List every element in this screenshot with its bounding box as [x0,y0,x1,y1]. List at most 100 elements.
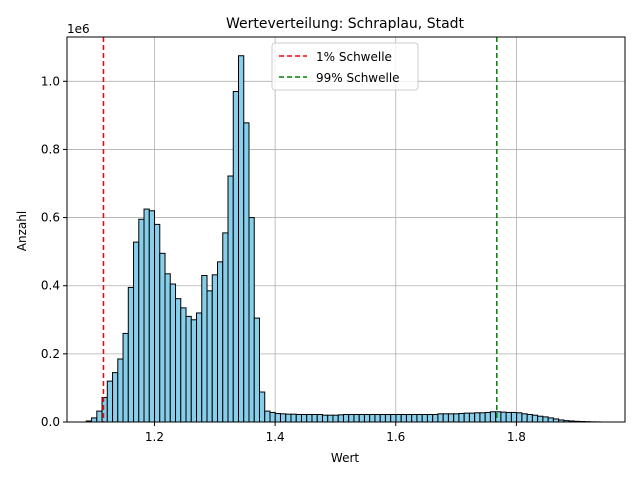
histogram-bar [379,414,386,423]
y-axis-label: Anzahl [15,211,29,251]
histogram-bar [211,274,219,423]
histogram-bar [180,307,187,423]
histogram-bar [185,315,192,423]
histogram-bar [463,412,470,423]
histogram-bar [526,414,533,423]
histogram-bar [238,55,245,423]
histogram-bar [133,241,140,423]
histogram-bar [474,412,481,423]
histogram-bar [164,273,171,423]
histogram-bar [479,412,486,423]
axes-frame [66,36,626,423]
histogram-bar [363,414,371,423]
histogram-bar [148,210,156,423]
y-axis-ticks: 0.0 0.2 0.4 0.6 0.8 1.0 [41,74,67,429]
histogram-bar [306,414,313,423]
histogram-bar [531,414,539,423]
histogram-bar [264,410,271,423]
histogram-bar [442,413,449,423]
histogram-bar [227,175,234,423]
chart-title: Werteverteilung: Schraplau, Stadt [226,16,465,32]
histogram-bar [201,274,208,423]
histogram-bar [295,414,302,423]
histogram-bar [159,252,166,423]
histogram-bar [510,411,518,423]
x-axis-label: Wert [331,451,359,465]
histogram-bar [484,411,491,423]
histogram-bar [405,414,413,423]
legend: 1% Schwelle 99% Schwelle [271,42,419,91]
y-tick-label: 0.0 [41,415,60,429]
histogram-bar [117,358,124,423]
histogram-bar [400,414,407,423]
histogram-bar [175,298,182,423]
histogram-bar [285,413,292,423]
histogram-bar [91,417,98,423]
histogram-bar [243,122,250,423]
legend-label-99pct: 99% Schwelle [316,71,400,85]
histogram-bar [337,414,344,423]
histogram-bar [348,414,355,423]
histogram-bar [232,91,240,423]
histogram-bar [106,380,114,423]
histogram-bar [453,413,460,423]
histogram-bar [269,411,276,423]
histogram-bar [516,412,523,423]
histogram-bar [154,223,161,423]
histogram-bar [390,414,397,423]
histogram-bar [489,411,497,423]
histogram-bar [138,218,145,423]
histogram-bar [468,412,476,423]
histogram-bar [300,414,308,423]
histogram-bar [248,217,255,423]
histogram-bar [222,232,229,423]
x-tick-label: 1.2 [145,430,164,444]
histogram-bar [500,411,507,423]
y-axis-offset-text: 1e6 [67,22,90,36]
histogram-bar [432,414,439,423]
histogram-bar [258,391,266,423]
histogram-bar [395,414,402,423]
histogram-bar [411,414,418,423]
x-axis-ticks: 1.2 1.4 1.6 1.8 [145,422,526,444]
y-tick-label: 1.0 [41,74,60,88]
histogram-bar [416,414,423,423]
histogram-bar [384,414,392,423]
histogram-bar [290,413,297,423]
histogram-bar [437,413,444,423]
y-tick-label: 0.6 [41,211,60,225]
histogram-bar [96,410,103,423]
histogram-bar [311,414,318,423]
histogram-bar [458,412,465,423]
legend-label-1pct: 1% Schwelle [316,50,392,64]
histogram-bar [353,414,360,423]
histogram-bar [253,317,260,423]
histogram-bar [112,372,119,423]
histogram-bar [279,413,287,423]
histogram-bar [217,261,224,423]
threshold-lines [102,37,498,422]
histogram-bar [537,415,544,423]
y-tick-label: 0.2 [41,347,60,361]
histogram-bar [358,414,365,423]
histogram-bar [143,208,150,423]
histogram-bar [342,414,350,423]
histogram-bar [426,414,434,423]
histogram-bar [206,290,213,423]
histogram-bar [505,411,512,423]
histogram-bar [547,417,554,423]
x-tick-label: 1.6 [386,430,405,444]
histogram-bar [369,414,376,423]
histogram-bar [127,286,135,423]
histogram-bar [542,416,549,423]
histogram-bar [169,283,177,423]
histogram-bar [196,312,203,423]
histogram-bar [374,414,381,423]
y-tick-label: 0.4 [41,279,60,293]
histogram-bar [332,414,339,423]
histogram-bar [321,414,329,423]
histogram-bar [521,413,528,423]
histogram-bar [122,332,129,423]
x-tick-label: 1.8 [507,430,526,444]
